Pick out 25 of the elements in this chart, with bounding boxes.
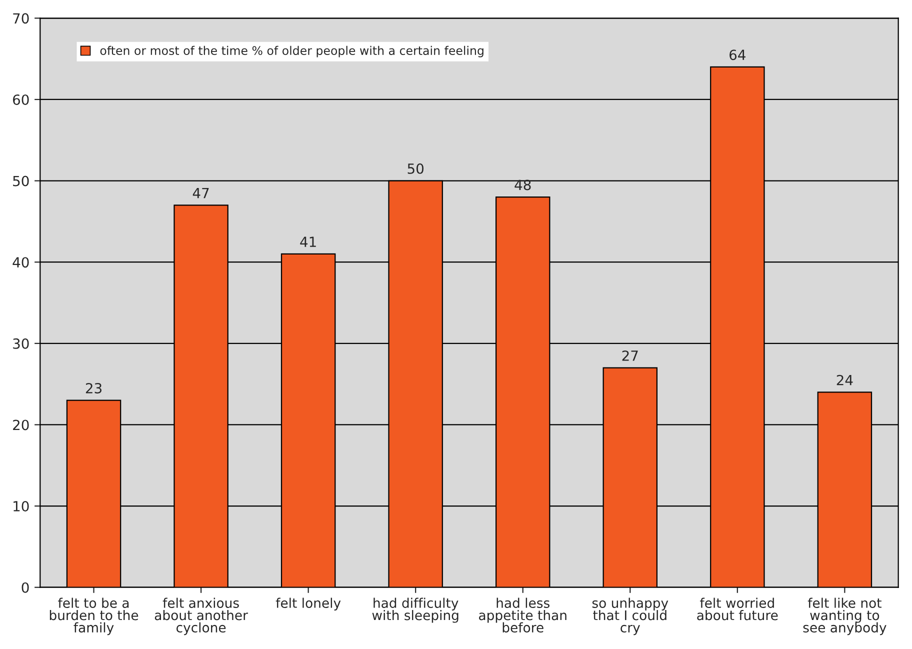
- y-tick-label: 20: [13, 420, 29, 430]
- legend-label: often or most of the time % of older people with a certain feeling: [100, 46, 484, 58]
- x-tick-label: had less appetite than before: [479, 598, 566, 633]
- data-label: 50: [408, 163, 424, 174]
- y-tick-label: 40: [12, 257, 29, 268]
- x-tick-label: felt like not wanting to see anybody: [803, 598, 886, 636]
- data-label: 27: [622, 350, 638, 361]
- x-tick-label: felt anxious about another cyclone: [154, 598, 248, 636]
- data-label: 64: [730, 50, 746, 60]
- y-tick-label: 0: [22, 582, 29, 593]
- data-label: 41: [300, 236, 316, 247]
- y-tick-label: 70: [13, 13, 29, 24]
- x-tick-label: had difficulty with sleeping: [372, 598, 458, 623]
- x-tick-label: felt lonely: [276, 598, 341, 611]
- x-tick-label: felt to be a burden to the family: [50, 598, 138, 636]
- data-label: 23: [86, 382, 102, 394]
- x-tick-label: felt worried about future: [697, 598, 778, 620]
- data-label: 47: [192, 188, 209, 198]
- x-tick-label: so unhappy that I could cry: [592, 598, 668, 636]
- y-tick-label: 30: [13, 338, 29, 349]
- y-tick-label: 10: [14, 501, 29, 512]
- data-label: 24: [836, 374, 853, 386]
- y-tick-label: 60: [13, 94, 29, 105]
- data-label: 48: [514, 180, 531, 190]
- y-tick-label: 50: [13, 176, 29, 186]
